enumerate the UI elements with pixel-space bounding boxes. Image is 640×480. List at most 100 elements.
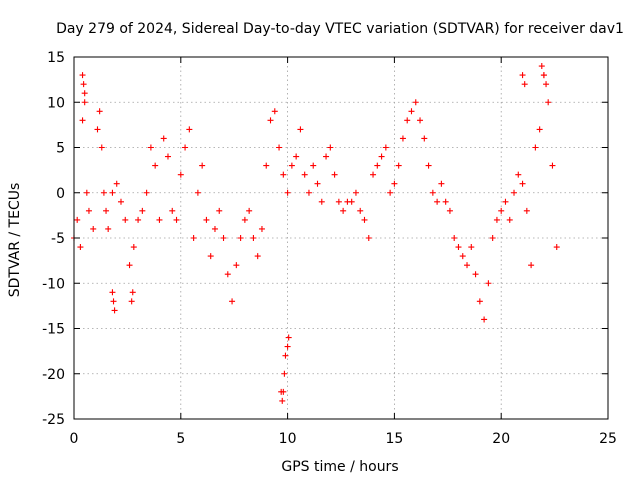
data-point <box>545 99 552 106</box>
data-point <box>103 207 110 214</box>
grid-lines <box>74 57 608 419</box>
data-point <box>374 162 381 169</box>
data-point <box>446 207 453 214</box>
data-point <box>523 207 530 214</box>
data-point <box>502 198 509 205</box>
data-point <box>109 289 116 296</box>
data-point <box>434 198 441 205</box>
data-point <box>519 180 526 187</box>
data-point <box>177 171 184 178</box>
data-point <box>111 307 118 314</box>
data-point <box>293 153 300 160</box>
data-point <box>352 189 359 196</box>
data-point <box>538 63 545 70</box>
data-point <box>156 216 163 223</box>
data-point <box>216 207 223 214</box>
data-point <box>190 235 197 241</box>
data-point <box>335 198 342 205</box>
data-point <box>90 225 97 232</box>
data-point <box>284 189 291 196</box>
data-point <box>81 99 88 106</box>
tick-labels: 0 5 10 15 20 25 -25 -20 -15 -10 -5 0 5 10 15 <box>42 50 617 447</box>
data-point <box>152 162 159 169</box>
data-point <box>100 189 107 196</box>
data-point <box>250 235 257 241</box>
data-point <box>129 289 136 296</box>
data-point <box>280 388 287 395</box>
data-point <box>417 117 424 124</box>
data-point <box>135 216 142 223</box>
data-point <box>485 280 492 287</box>
x-tick-label: 5 <box>176 431 185 447</box>
data-point <box>169 207 176 214</box>
data-point <box>271 108 278 115</box>
data-point <box>282 352 289 359</box>
data-point <box>314 180 321 187</box>
x-tick-label: 25 <box>599 431 617 447</box>
data-point <box>481 316 488 323</box>
data-point <box>425 162 432 169</box>
data-point <box>391 180 398 187</box>
data-point <box>237 235 244 241</box>
data-point <box>83 189 90 196</box>
data-point <box>553 244 560 251</box>
data-point <box>285 334 292 341</box>
data-point <box>147 144 154 151</box>
data-point <box>207 253 214 260</box>
data-point <box>98 144 105 151</box>
data-point <box>323 153 330 160</box>
data-point <box>421 135 428 142</box>
data-point <box>327 144 334 151</box>
data-point <box>85 207 92 214</box>
data-point <box>297 126 304 133</box>
data-point <box>536 126 543 133</box>
y-tick-label: -20 <box>42 367 65 383</box>
data-point <box>77 244 84 251</box>
data-point <box>186 126 193 133</box>
data-point <box>96 108 103 115</box>
data-point <box>110 298 117 305</box>
data-point <box>284 343 291 350</box>
y-tick-label: -10 <box>42 276 65 292</box>
data-point <box>79 117 86 124</box>
data-point <box>519 72 526 79</box>
data-point <box>412 99 419 106</box>
data-point <box>408 108 415 115</box>
data-point <box>199 162 206 169</box>
data-points <box>71 63 560 404</box>
data-point <box>399 135 406 142</box>
data-point <box>370 171 377 178</box>
data-point <box>94 126 101 133</box>
data-point <box>113 180 120 187</box>
y-tick-label: -25 <box>42 412 65 428</box>
data-point <box>532 144 539 151</box>
data-point <box>160 135 167 142</box>
data-point <box>515 171 522 178</box>
data-point <box>301 171 308 178</box>
data-point <box>404 117 411 124</box>
data-point <box>74 216 81 223</box>
data-point <box>280 171 287 178</box>
data-point <box>365 235 372 241</box>
x-tick-label: 20 <box>492 431 510 447</box>
data-point <box>130 244 137 251</box>
data-point <box>233 262 240 269</box>
data-point <box>305 189 312 196</box>
data-point <box>476 298 483 305</box>
y-tick-label: -5 <box>51 231 65 247</box>
data-point <box>387 189 394 196</box>
data-point <box>493 216 500 223</box>
data-point <box>340 207 347 214</box>
data-point <box>395 162 402 169</box>
data-point <box>472 271 479 278</box>
data-point <box>143 189 150 196</box>
data-point <box>229 298 236 305</box>
data-point <box>173 216 180 223</box>
data-point <box>80 81 87 88</box>
data-point <box>276 144 283 151</box>
data-point <box>164 153 171 160</box>
data-point <box>378 153 385 160</box>
data-point <box>464 262 471 269</box>
data-point <box>468 244 475 251</box>
data-point <box>429 189 436 196</box>
